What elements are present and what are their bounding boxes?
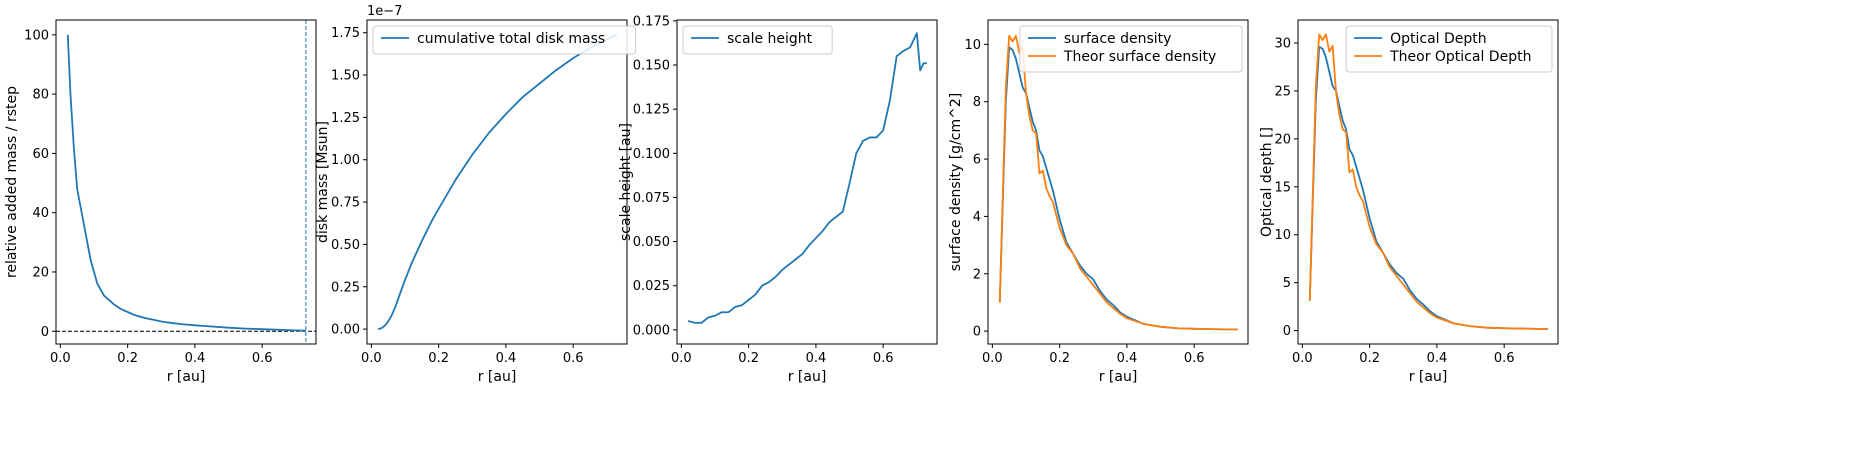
x-tick-label: 0.4: [806, 351, 827, 366]
x-axis-label: r [au]: [167, 369, 206, 385]
y-tick-label: 0: [973, 325, 981, 340]
x-tick-label: 0.6: [1184, 351, 1205, 366]
y-axis-label: disk mass [Msun]: [315, 121, 331, 243]
y-axis-label: surface density [g/cm^2]: [948, 93, 964, 271]
legend-label: Optical Depth: [1390, 31, 1487, 47]
y-axis-label: Optical depth []: [1259, 127, 1275, 237]
series-line-1: [66, 34, 306, 332]
legend: scale height: [682, 25, 833, 55]
y-tick-label: 10: [1274, 228, 1291, 243]
chart-panel-1: 0.0 0.2 0.4 0.6 0 20 40 60 80 100 r [au] relative a…: [4, 19, 317, 385]
axes-frame: [987, 19, 1249, 345]
axes-frame: [55, 19, 317, 345]
chart-panel-4: 0.0 0.2 0.4 0.6 0 2 4 6 8 10 r [au] surface density…: [948, 19, 1249, 385]
series-line-1: [998, 46, 1238, 331]
y-tick-label: 0.75: [331, 196, 360, 211]
y-tick-label: 1.00: [331, 153, 360, 168]
y-offset-label: 1e−7: [367, 4, 402, 19]
x-tick-label: 0.4: [1427, 351, 1448, 366]
y-tick-label: 0.100: [633, 147, 670, 162]
y-tick-label: 5: [1283, 276, 1291, 291]
x-tick-label: 0.4: [496, 351, 517, 366]
y-tick-label: 2: [973, 267, 981, 282]
x-tick-label: 0.2: [1049, 351, 1070, 366]
y-tick-label: 1.75: [331, 26, 360, 41]
series-line-2: [998, 34, 1238, 331]
axes-frame: [1297, 19, 1559, 345]
series-line-1: [377, 33, 618, 330]
axes-frame: [676, 19, 938, 345]
y-tick-label: 4: [973, 210, 981, 225]
x-tick-label: 0.6: [1494, 351, 1515, 366]
x-tick-label: 0.6: [563, 351, 584, 366]
y-tick-label: 0.50: [331, 238, 360, 253]
legend: Optical Depth Theor Optical Depth: [1345, 25, 1553, 73]
axes-frame: [366, 19, 628, 345]
y-tick-label: 0.175: [633, 14, 670, 29]
y-tick-label: 0.000: [633, 323, 670, 338]
x-tick-label: 0.6: [252, 351, 273, 366]
x-tick-label: 0.0: [1292, 351, 1313, 366]
y-tick-label: 8: [973, 95, 981, 110]
y-tick-label: 0.25: [331, 280, 360, 295]
x-tick-label: 0.0: [50, 351, 71, 366]
legend-label: scale height: [727, 31, 813, 47]
y-tick-label: 20: [1274, 132, 1291, 147]
legend: surface density Theor surface density: [1019, 25, 1243, 73]
x-tick-label: 0.0: [982, 351, 1003, 366]
y-tick-label: 10: [964, 38, 981, 53]
y-tick-label: 1.50: [331, 69, 360, 84]
x-tick-label: 0.4: [1117, 351, 1138, 366]
y-tick-label: 0.00: [331, 323, 360, 338]
y-tick-label: 0.050: [633, 235, 670, 250]
x-tick-label: 0.2: [117, 351, 138, 366]
x-tick-label: 0.0: [671, 351, 692, 366]
legend-label: Theor Optical Depth: [1389, 49, 1531, 65]
y-tick-label: 25: [1274, 84, 1291, 99]
y-tick-label: 6: [973, 153, 981, 168]
x-axis-label: r [au]: [1409, 369, 1448, 385]
x-tick-label: 0.4: [185, 351, 206, 366]
legend-box: [1345, 25, 1553, 73]
chart-panel-5: 0.0 0.2 0.4 0.6 0 5 10 15 20 25 30 r [au] Optical de…: [1259, 19, 1559, 385]
x-axis-label: r [au]: [1099, 369, 1138, 385]
legend-label: cumulative total disk mass: [417, 31, 605, 47]
y-axis-label: scale height [au]: [618, 123, 634, 241]
legend-box: [372, 25, 637, 55]
y-tick-label: 20: [32, 265, 49, 280]
y-tick-label: 40: [32, 206, 49, 221]
chart-panel-2: 0.0 0.2 0.4 0.6 0.00 0.25 0.50 0.75 1.00 1.25 1.50…: [315, 4, 637, 385]
y-tick-label: 0.075: [633, 191, 670, 206]
y-tick-label: 60: [32, 147, 49, 162]
legend-box: [1019, 25, 1243, 73]
x-tick-label: 0.2: [738, 351, 759, 366]
x-tick-label: 0.0: [361, 351, 382, 366]
y-tick-label: 0.125: [633, 103, 670, 118]
legend-box: [682, 25, 833, 55]
y-tick-label: 0.025: [633, 279, 670, 294]
y-tick-label: 15: [1274, 180, 1291, 195]
series-line-1: [1308, 45, 1548, 330]
x-tick-label: 0.6: [873, 351, 894, 366]
y-tick-label: 0: [41, 325, 49, 340]
y-tick-label: 100: [24, 28, 49, 43]
legend-label: Theor surface density: [1063, 49, 1216, 65]
y-tick-label: 0: [1283, 324, 1291, 339]
x-tick-label: 0.2: [428, 351, 449, 366]
y-axis-label: relative added mass / rstep: [4, 86, 20, 278]
legend: cumulative total disk mass: [372, 25, 637, 55]
series-line-1: [687, 32, 927, 324]
y-tick-label: 80: [32, 88, 49, 103]
y-tick-label: 30: [1274, 37, 1291, 52]
legend-label: surface density: [1064, 31, 1172, 47]
series-line-2: [1308, 33, 1548, 330]
chart-panel-3: 0.0 0.2 0.4 0.6 0.000 0.025 0.050 0.075 0.100 0.1…: [618, 14, 938, 385]
y-tick-label: 0.150: [633, 59, 670, 74]
x-tick-label: 0.2: [1359, 351, 1380, 366]
x-axis-label: r [au]: [788, 369, 827, 385]
x-axis-label: r [au]: [478, 369, 517, 385]
y-tick-label: 1.25: [331, 111, 360, 126]
